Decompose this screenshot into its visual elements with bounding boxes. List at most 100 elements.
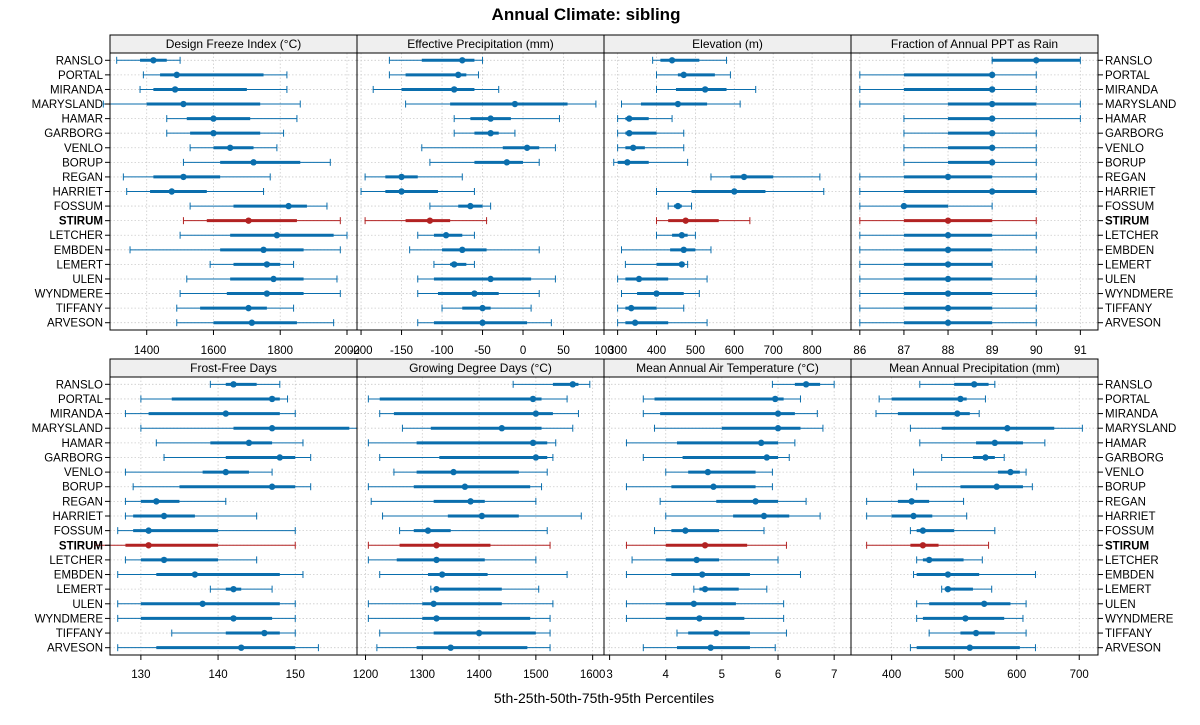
site-label: WYNDMERE	[1105, 613, 1174, 625]
site-label: VENLO	[64, 467, 103, 479]
median-point	[988, 159, 996, 166]
interval-wyndmere	[179, 290, 341, 298]
median-point	[173, 71, 180, 79]
median-point	[919, 527, 927, 534]
interval-borup	[625, 483, 773, 491]
interval-regan	[659, 497, 807, 505]
site-label: REGAN	[62, 172, 103, 184]
interval-portal	[388, 71, 479, 79]
site-label: WYNDMERE	[35, 289, 104, 301]
median-point	[988, 100, 996, 108]
median-point	[962, 615, 969, 622]
median-point	[772, 395, 779, 403]
median-point	[459, 57, 466, 64]
x-tick-label: 400	[647, 345, 666, 357]
interval-embden	[621, 246, 712, 254]
site-label: HAMAR	[61, 114, 103, 126]
interval-regan	[364, 173, 463, 181]
x-tick-label: 140	[208, 669, 227, 681]
interval-venlo	[124, 468, 273, 476]
site-label: MIRANDA	[50, 409, 103, 421]
x-tick-label: 100	[594, 345, 613, 357]
x-tick-label: 1200	[353, 669, 379, 681]
site-label: FOSSUM	[54, 526, 103, 538]
interval-venlo	[903, 144, 1037, 152]
median-point	[900, 202, 908, 210]
median-point	[699, 571, 706, 578]
site-label: ULEN	[72, 599, 103, 611]
median-point	[993, 483, 1000, 490]
interval-hamar	[625, 439, 796, 447]
panel-fraction-of-annual-ppt-as-rain: Fraction of Annual PPT as Rain 86 87 88 89 90…	[850, 34, 1099, 357]
site-label: LETCHER	[1105, 555, 1159, 567]
interval-letcher	[124, 556, 258, 564]
interval-garborg	[453, 129, 516, 137]
interval-marysland	[102, 100, 301, 108]
interval-embden	[129, 246, 341, 254]
median-point	[467, 498, 474, 505]
median-point	[398, 188, 405, 195]
interval-letcher	[656, 231, 696, 239]
interval-embden	[913, 571, 1036, 579]
interval-harriet	[866, 512, 968, 520]
median-point	[988, 144, 996, 151]
median-point	[701, 542, 709, 549]
median-point	[991, 439, 999, 447]
median-point	[442, 232, 450, 239]
interval-lemert	[941, 585, 993, 593]
median-point	[713, 629, 720, 637]
median-point	[752, 498, 759, 505]
site-label: HAMAR	[61, 438, 103, 450]
median-point	[210, 115, 217, 122]
median-point	[682, 527, 689, 534]
median-point	[270, 275, 277, 283]
x-tick-label: 4	[663, 669, 670, 681]
median-point	[455, 71, 462, 79]
interval-arveson	[642, 644, 776, 652]
median-point	[529, 395, 537, 403]
median-point	[498, 425, 505, 432]
median-point	[180, 100, 187, 108]
site-label: FOSSUM	[1105, 526, 1154, 538]
x-tick-label: 600	[1007, 669, 1026, 681]
site-label: GARBORG	[44, 452, 103, 464]
interval-stirum	[625, 541, 787, 549]
interval-ulen	[617, 275, 708, 283]
median-point	[433, 615, 440, 622]
interval-wyndmere	[859, 290, 1037, 298]
interval-garborg	[166, 129, 285, 137]
median-point	[245, 304, 252, 312]
median-point	[704, 468, 712, 476]
interval-regan	[866, 497, 965, 505]
interval-harriet	[124, 512, 258, 520]
median-point	[471, 290, 478, 297]
interval-garborg	[642, 453, 790, 461]
interval-tiffany	[928, 629, 1027, 637]
median-point	[1033, 57, 1040, 64]
median-point	[168, 188, 175, 195]
interval-miranda	[124, 410, 296, 418]
median-point	[628, 304, 635, 312]
panel-title: Mean Annual Air Temperature (°C)	[636, 361, 819, 375]
interval-borup	[182, 158, 331, 166]
site-label: BORUP	[62, 157, 103, 169]
interval-hamar	[919, 439, 1046, 447]
panel-title: Design Freeze Index (°C)	[166, 37, 302, 51]
median-point	[682, 217, 689, 224]
median-point	[503, 159, 511, 166]
panel-title: Fraction of Annual PPT as Rain	[891, 37, 1058, 51]
median-point	[238, 644, 245, 651]
median-point	[944, 173, 952, 181]
interval-miranda	[875, 410, 980, 418]
site-label: MARYSLAND	[1105, 423, 1176, 435]
median-point	[802, 381, 810, 388]
panel-title: Effective Precipitation (mm)	[407, 37, 554, 51]
site-label: EMBDEN	[1105, 245, 1154, 257]
interval-marysland	[654, 424, 824, 432]
median-point	[982, 454, 989, 461]
median-point	[450, 468, 457, 476]
median-point	[430, 600, 437, 607]
interval-venlo	[665, 468, 773, 476]
site-label: FOSSUM	[1105, 201, 1154, 213]
site-label: STIRUM	[1105, 540, 1149, 552]
